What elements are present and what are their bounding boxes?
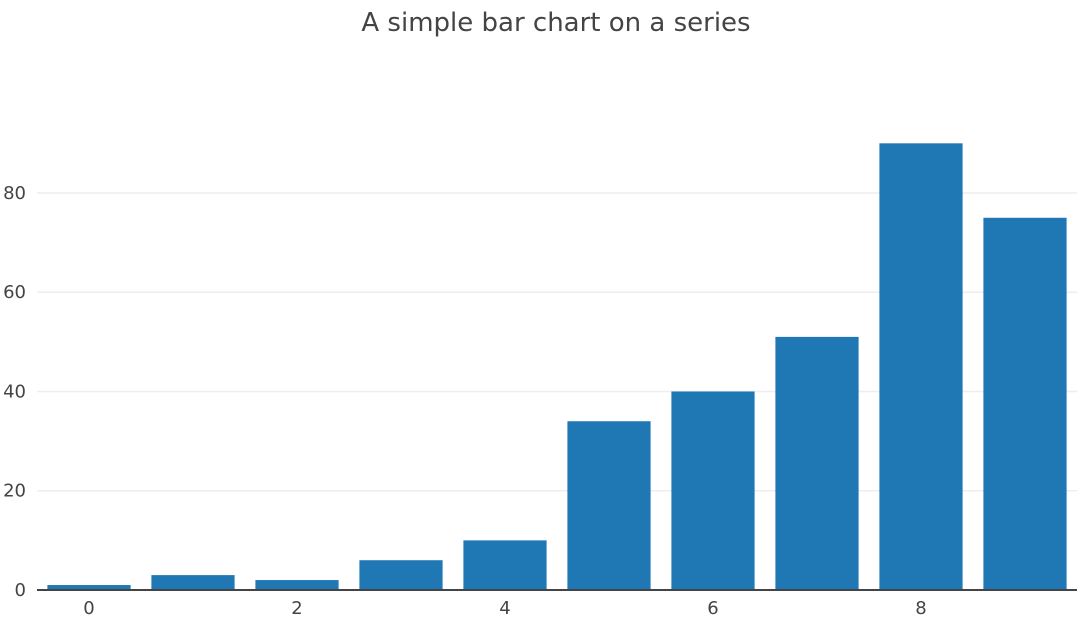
x-tick-label-2: 2 bbox=[291, 598, 302, 619]
y-tick-label-60: 60 bbox=[3, 282, 26, 303]
x-tick-label-0: 0 bbox=[83, 598, 94, 619]
bars bbox=[47, 143, 1067, 590]
y-tick-label-20: 20 bbox=[3, 481, 26, 502]
bar-0 bbox=[47, 585, 131, 590]
bar-5 bbox=[567, 421, 651, 590]
y-axis-tick-labels: 0 20 40 60 80 bbox=[3, 183, 26, 601]
chart-title: A simple bar chart on a series bbox=[361, 8, 750, 38]
bar-6 bbox=[671, 391, 755, 590]
bar-4 bbox=[463, 540, 547, 590]
x-tick-label-4: 4 bbox=[499, 598, 510, 619]
x-axis-tick-labels: 0 2 4 6 8 bbox=[83, 598, 926, 619]
bar-1 bbox=[151, 575, 235, 590]
y-tick-label-80: 80 bbox=[3, 183, 26, 204]
x-tick-label-8: 8 bbox=[915, 598, 926, 619]
bar-8 bbox=[879, 143, 963, 590]
bar-2 bbox=[255, 580, 339, 590]
y-tick-label-0: 0 bbox=[15, 580, 26, 601]
bar-7 bbox=[775, 336, 859, 590]
bar-9 bbox=[983, 217, 1067, 590]
y-tick-label-40: 40 bbox=[3, 381, 26, 402]
bar-3 bbox=[359, 560, 443, 590]
x-tick-label-6: 6 bbox=[707, 598, 718, 619]
